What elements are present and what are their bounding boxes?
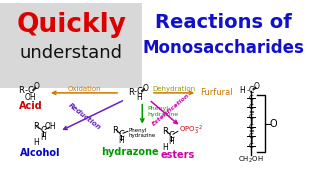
Text: H: H: [168, 137, 174, 146]
Text: O: O: [254, 82, 260, 91]
Text: O: O: [269, 119, 277, 129]
Text: H: H: [163, 143, 168, 152]
Text: |: |: [250, 138, 252, 144]
Text: Dehydration: Dehydration: [152, 86, 196, 92]
Text: -: -: [24, 86, 28, 95]
Text: C: C: [40, 126, 46, 135]
Text: C: C: [168, 131, 174, 140]
Text: R: R: [34, 122, 39, 131]
Text: hydrazone: hydrazone: [101, 147, 159, 158]
Text: esters: esters: [161, 150, 195, 160]
Text: Phenyl: Phenyl: [129, 128, 147, 133]
FancyBboxPatch shape: [0, 3, 142, 88]
Text: Reactions of: Reactions of: [155, 13, 292, 32]
Text: -: -: [134, 87, 137, 96]
Text: C: C: [248, 86, 253, 94]
Text: H: H: [137, 93, 142, 102]
Text: OH: OH: [44, 122, 56, 131]
Text: -: -: [247, 87, 249, 93]
Text: Quickly: Quickly: [16, 12, 126, 38]
Text: R: R: [112, 126, 118, 135]
Text: C: C: [249, 104, 253, 110]
Text: C: C: [249, 143, 253, 149]
Text: H: H: [239, 86, 245, 94]
Text: Esterification: Esterification: [151, 92, 191, 126]
Text: R: R: [163, 127, 168, 136]
Text: O: O: [142, 84, 148, 93]
Text: Monosaccharides: Monosaccharides: [142, 39, 304, 57]
Text: hydrazine: hydrazine: [129, 133, 156, 138]
Text: C: C: [249, 95, 253, 101]
Text: R: R: [128, 88, 134, 97]
Text: |: |: [250, 118, 252, 125]
Text: OPO$_3^{-2}$: OPO$_3^{-2}$: [179, 124, 203, 137]
Text: C: C: [249, 123, 253, 130]
Text: understand: understand: [20, 44, 123, 62]
Text: Reduction: Reduction: [67, 102, 102, 131]
Text: H: H: [34, 138, 39, 147]
Text: O: O: [34, 82, 39, 91]
Text: C: C: [28, 86, 34, 95]
Text: H: H: [40, 133, 46, 142]
Text: H: H: [118, 136, 124, 145]
Text: R: R: [18, 86, 24, 95]
Text: Phenyl
hydrazine: Phenyl hydrazine: [147, 106, 178, 116]
Text: Oxidation: Oxidation: [68, 86, 101, 92]
Text: Acid: Acid: [19, 101, 43, 111]
Text: OH: OH: [25, 93, 36, 102]
Text: Furfural: Furfural: [200, 88, 233, 97]
Text: =: =: [248, 128, 254, 134]
Text: C: C: [118, 130, 124, 139]
Text: C: C: [249, 114, 253, 120]
Text: Alcohol: Alcohol: [20, 148, 60, 158]
Text: C: C: [136, 87, 142, 96]
Text: |: |: [250, 99, 252, 106]
Text: C: C: [249, 133, 253, 139]
Text: CH$_2$OH: CH$_2$OH: [238, 155, 264, 165]
Text: =: =: [248, 109, 254, 115]
